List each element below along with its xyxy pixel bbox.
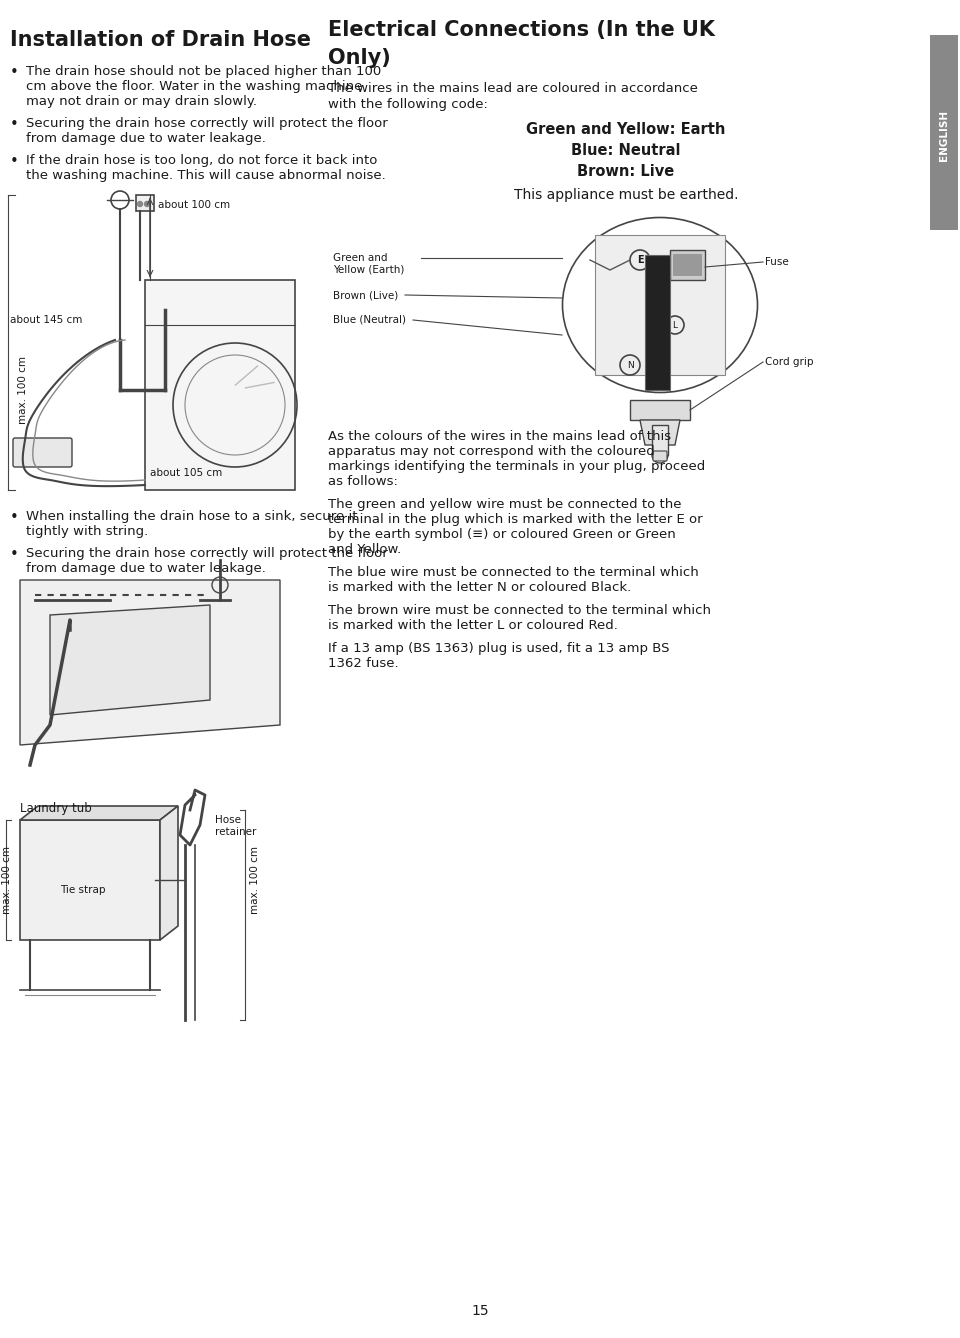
Text: •: • [10,116,19,132]
Bar [645,256,670,389]
Text: The brown wire must be connected to the terminal which: The brown wire must be connected to the … [328,603,711,617]
Text: The blue wire must be connected to the terminal which: The blue wire must be connected to the t… [328,566,699,579]
Text: from damage due to water leakage.: from damage due to water leakage. [26,132,266,145]
Text: is marked with the letter N or coloured Black.: is marked with the letter N or coloured … [328,581,632,594]
Bar [20,820,160,941]
Text: If a 13 amp (BS 1363) plug is used, fit a 13 amp BS: If a 13 amp (BS 1363) plug is used, fit … [328,642,669,656]
Text: from damage due to water leakage.: from damage due to water leakage. [26,562,266,575]
Circle shape [145,202,150,206]
Text: 1362 fuse.: 1362 fuse. [328,657,398,670]
Text: Green and
Yellow (Earth): Green and Yellow (Earth) [333,253,404,274]
Text: by the earth symbol (≡) or coloured Green or Green: by the earth symbol (≡) or coloured Gree… [328,529,676,541]
Bar [670,250,705,280]
Text: Hose
retainer: Hose retainer [215,815,256,836]
Text: Green and Yellow: Earth: Green and Yellow: Earth [526,122,726,136]
Text: Securing the drain hose correctly will protect the floor: Securing the drain hose correctly will p… [26,547,388,561]
FancyBboxPatch shape [653,451,667,462]
Bar [630,400,690,420]
Text: The wires in the mains lead are coloured in accordance: The wires in the mains lead are coloured… [328,82,698,95]
Polygon shape [160,805,178,941]
Text: max. 100 cm: max. 100 cm [18,356,28,424]
Text: Brown: Live: Brown: Live [577,165,675,179]
Text: about 100 cm: about 100 cm [158,199,230,210]
Text: Blue (Neutral): Blue (Neutral) [333,314,406,325]
Text: the washing machine. This will cause abnormal noise.: the washing machine. This will cause abn… [26,169,386,182]
Text: max. 100 cm: max. 100 cm [2,846,12,914]
Text: tightly with string.: tightly with string. [26,524,148,538]
Text: Installation of Drain Hose: Installation of Drain Hose [10,29,311,50]
Text: with the following code:: with the following code: [328,98,488,111]
Bar [145,280,295,490]
Text: •: • [10,510,19,524]
Text: Blue: Neutral: Blue: Neutral [571,143,681,158]
Polygon shape [20,805,178,820]
Polygon shape [20,579,280,745]
Text: When installing the drain hose to a sink, secure it: When installing the drain hose to a sink… [26,510,357,523]
Text: Electrical Connections (In the UK: Electrical Connections (In the UK [328,20,715,40]
Text: Brown (Live): Brown (Live) [333,290,398,300]
Text: terminal in the plug which is marked with the letter E or: terminal in the plug which is marked wit… [328,512,703,526]
Text: Cord grip: Cord grip [765,357,813,367]
Text: as follows:: as follows: [328,475,397,488]
Text: •: • [10,154,19,169]
Text: ENGLISH: ENGLISH [939,110,949,161]
Text: Only): Only) [328,48,391,68]
Text: is marked with the letter L or coloured Red.: is marked with the letter L or coloured … [328,619,618,632]
Bar [136,195,154,211]
Text: The green and yellow wire must be connected to the: The green and yellow wire must be connec… [328,498,682,511]
Text: The drain hose should not be placed higher than 100: The drain hose should not be placed high… [26,66,381,78]
Text: Tie strap: Tie strap [60,884,106,895]
Bar [673,254,702,276]
Text: and Yellow.: and Yellow. [328,543,401,557]
Text: cm above the floor. Water in the washing machine: cm above the floor. Water in the washing… [26,80,362,94]
Polygon shape [640,420,680,446]
Bar [930,35,958,230]
Text: Laundry tub: Laundry tub [20,801,92,815]
Text: max. 100 cm: max. 100 cm [250,846,260,914]
Text: markings identifying the terminals in your plug, proceed: markings identifying the terminals in yo… [328,460,706,474]
Bar [652,425,668,455]
Text: apparatus may not correspond with the coloured: apparatus may not correspond with the co… [328,446,655,458]
Text: 15: 15 [471,1305,489,1318]
Text: E: E [636,256,643,265]
Text: may not drain or may drain slowly.: may not drain or may drain slowly. [26,95,257,108]
Text: about 145 cm: about 145 cm [10,314,83,325]
Text: Fuse: Fuse [765,257,789,268]
Text: •: • [10,66,19,80]
Polygon shape [50,605,210,714]
Text: As the colours of the wires in the mains lead of this: As the colours of the wires in the mains… [328,429,671,443]
Text: This appliance must be earthed.: This appliance must be earthed. [514,189,738,202]
Text: •: • [10,547,19,562]
Circle shape [137,202,142,206]
Text: Securing the drain hose correctly will protect the floor: Securing the drain hose correctly will p… [26,116,388,130]
Bar [595,235,725,375]
Text: N: N [627,360,634,369]
FancyBboxPatch shape [13,438,72,467]
Text: L: L [673,321,678,329]
Text: If the drain hose is too long, do not force it back into: If the drain hose is too long, do not fo… [26,154,377,167]
Text: about 105 cm: about 105 cm [150,468,223,478]
